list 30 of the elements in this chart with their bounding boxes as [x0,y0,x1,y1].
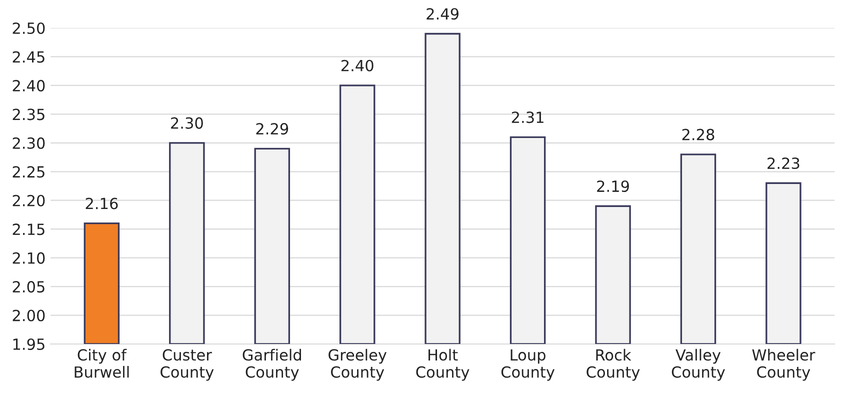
data-label: 2.40 [341,60,374,72]
x-tick-label: Custer County [160,349,214,381]
data-label: 2.19 [597,180,629,192]
y-tick-label: 2.30 [12,137,45,149]
y-tick-label: 2.35 [12,108,44,120]
y-tick-label: 2.40 [12,80,45,92]
x-tick-label: Garfield County [242,348,301,381]
x-tick-label: Rock County [586,348,640,381]
data-label: 2.29 [256,123,288,135]
x-tick-label: Greeley County [328,348,387,381]
data-label: 2.30 [171,117,203,129]
y-tick-label: 1.95 [13,338,44,350]
data-label: 2.28 [682,128,714,140]
y-tick-label: 2.45 [12,51,44,63]
y-tick-label: 2.15 [12,224,44,236]
data-label: 2.23 [768,158,800,170]
y-tick-label: 2.05 [12,281,44,293]
x-tick-label: Wheeler County [752,348,816,381]
y-tick-label: 2.25 [12,166,44,178]
data-label: 2.31 [512,112,544,124]
y-tick-label: 2.10 [12,252,45,264]
x-tick-label: Valley County [672,348,725,381]
y-tick-label: 2.20 [12,194,45,206]
x-tick-label: City of Burwell [74,348,129,378]
x-tick-label: Loup County [501,349,555,381]
y-tick-label: 2.50 [12,22,45,34]
y-tick-label: 2.00 [12,310,45,322]
data-label: 2.16 [86,198,118,210]
data-label: 2.49 [426,8,459,20]
x-tick-label: Holt County [416,348,470,381]
